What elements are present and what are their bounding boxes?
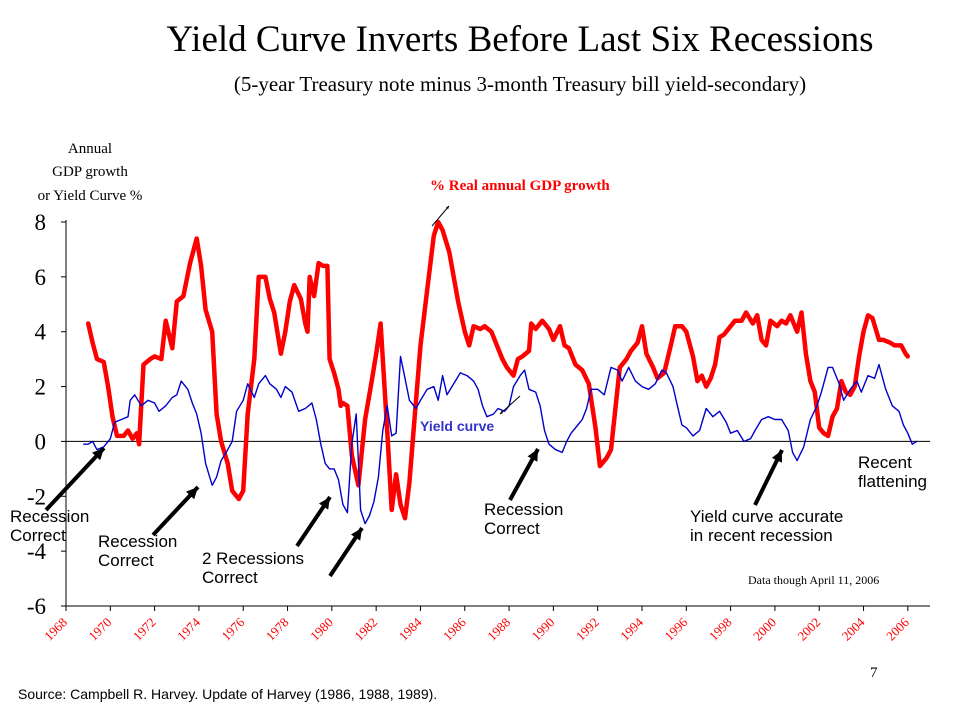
arrow-recession-1-head <box>92 448 104 461</box>
data-note: Data though April 11, 2006 <box>748 573 880 587</box>
y-tick-label: 8 <box>35 210 47 235</box>
x-tick-label: 1990 <box>529 615 558 644</box>
annotation-recession-2: Recession Correct <box>98 532 178 570</box>
y-tick-label: -4 <box>27 539 47 564</box>
y-axis-label-line: Annual <box>67 141 113 157</box>
x-tick-label: 1972 <box>130 615 159 644</box>
x-tick-label: 2004 <box>839 614 868 643</box>
gdp-growth-line <box>85 219 911 521</box>
arrow-recession-1 <box>44 446 106 512</box>
y-tick-label: -2 <box>27 484 46 509</box>
y-axis-label-line: GDP growth <box>52 164 128 180</box>
x-tick-label: 1982 <box>351 615 380 644</box>
y-tick-label: -6 <box>27 594 46 619</box>
slide-title: Yield Curve Inverts Before Last Six Rece… <box>166 19 874 60</box>
y-tick-label: 0 <box>35 429 47 454</box>
arrow-yield-label-head <box>500 411 504 414</box>
arrow-recession-2-head <box>186 487 198 500</box>
annotation-recession-4: Recession Correct <box>484 500 564 538</box>
x-tick-label: 1986 <box>440 614 469 643</box>
x-tick-label: 1974 <box>174 614 203 643</box>
x-tick-label: 1996 <box>661 614 690 643</box>
x-tick-label: 1978 <box>263 615 292 644</box>
yield-curve-line <box>82 355 918 525</box>
slide-subtitle: (5-year Treasury note minus 3-month Trea… <box>233 72 807 96</box>
yield-curve-series-label: Yield curve <box>420 418 495 434</box>
arrow-gdp-label-head <box>446 206 449 210</box>
x-tick-label: 2000 <box>750 615 779 644</box>
x-tick-label: 1980 <box>307 615 336 644</box>
y-tick-label: 4 <box>35 320 47 345</box>
arrow-recession-4-head <box>527 449 538 462</box>
y-axis-label-line: or Yield Curve % <box>37 188 143 204</box>
x-tick-label: 1976 <box>218 614 247 643</box>
annotation-recession-3: 2 Recessions Correct <box>202 549 305 587</box>
arrow-recession-3a-head <box>318 497 330 510</box>
arrow-recession-3b-head <box>350 528 362 541</box>
x-tick-label: 1994 <box>617 614 646 643</box>
annotation-recent-flattening: Recent flattening <box>858 453 927 491</box>
arrow-gdp-label <box>431 205 450 227</box>
x-tick-label: 1970 <box>85 615 114 644</box>
source-note: Source: Campbell R. Harvey. Update of Ha… <box>18 686 438 702</box>
y-tick-label: 2 <box>35 375 47 400</box>
arrow-recession-5-head <box>771 450 782 463</box>
x-tick-label: 2002 <box>794 615 823 644</box>
x-tick-label: 1988 <box>484 615 513 644</box>
y-tick-label: 6 <box>35 265 47 290</box>
annotation-recession-1: Recession Correct <box>10 507 90 545</box>
annotation-recession-5: Yield curve accurate in recent recession <box>690 507 844 545</box>
x-tick-label: 1992 <box>573 615 602 644</box>
x-tick-label: 1998 <box>706 615 735 644</box>
x-tick-label: 1984 <box>396 614 425 643</box>
arrow-yield-label <box>499 395 521 415</box>
page-number: 7 <box>870 665 878 681</box>
x-tick-label: 2006 <box>883 614 912 643</box>
gdp-series-label: % Real annual GDP growth <box>430 178 610 194</box>
